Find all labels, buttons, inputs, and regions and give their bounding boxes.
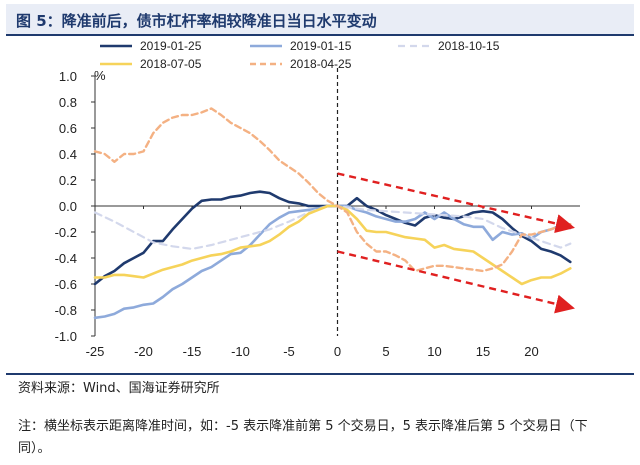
y-tick-label: 0.0: [59, 199, 77, 214]
legend-label-2018-04-25: 2018-04-25: [290, 57, 352, 71]
legend-label-2018-10-15: 2018-10-15: [438, 39, 500, 53]
legend-label-2019-01-25: 2019-01-25: [140, 39, 202, 53]
x-tick-label: 20: [524, 344, 538, 359]
source-note: 资料来源：Wind、国海证券研究所: [18, 381, 220, 396]
y-tick-label: 0.4: [59, 147, 77, 162]
x-tick-label: 5: [382, 344, 389, 359]
x-tick-label: -20: [134, 344, 153, 359]
series-line-2018-04-25: [93, 107, 572, 273]
series-line-2018-07-05: [93, 204, 572, 286]
x-tick-label: -10: [231, 344, 250, 359]
y-tick-label: 1.0: [59, 69, 77, 84]
y-tick-label: 0.2: [59, 173, 77, 188]
y-axis-unit: %: [94, 68, 106, 83]
x-tick-label: -15: [183, 344, 202, 359]
series-line-2019-01-15: [93, 204, 572, 320]
x-tick-label: 0: [334, 344, 341, 359]
figure-title-bar: 图 5：降准前后，债市杠杆率相较降准日当日水平变动: [6, 4, 634, 36]
y-tick-label: -0.6: [55, 277, 77, 292]
x-tick-label: 15: [476, 344, 490, 359]
y-tick-label: -0.8: [55, 303, 77, 318]
legend-label-2019-01-15: 2019-01-15: [290, 39, 352, 53]
footnote: 注：横坐标表示距离降准时间，如：-5 表示降准前第 5 个交易日，5 表示降准后…: [18, 419, 588, 456]
y-tick-label: 0.6: [59, 121, 77, 136]
y-tick-label: -0.4: [55, 251, 77, 266]
series-line-2018-10-15: [93, 204, 572, 250]
y-tick-label: -0.2: [55, 225, 77, 240]
y-tick-label: 0.8: [59, 95, 77, 110]
legend-label-2018-07-05: 2018-07-05: [140, 57, 202, 71]
figure-title: 图 5：降准前后，债市杠杆率相较降准日当日水平变动: [16, 12, 377, 30]
x-tick-label: -25: [86, 344, 105, 359]
trend-arrow-1: [337, 172, 575, 233]
x-tick-label: -5: [283, 344, 295, 359]
y-tick-label: -1.0: [55, 329, 77, 344]
x-tick-label: 10: [427, 344, 441, 359]
line-chart: 1.0 0.8 0.6 0.4 0.2 0.0 -0.2 -0.4 -0.6 -0.8 -1.0% -…: [55, 39, 580, 359]
source-divider: [6, 373, 634, 375]
trend-arrow-2: [337, 250, 575, 314]
